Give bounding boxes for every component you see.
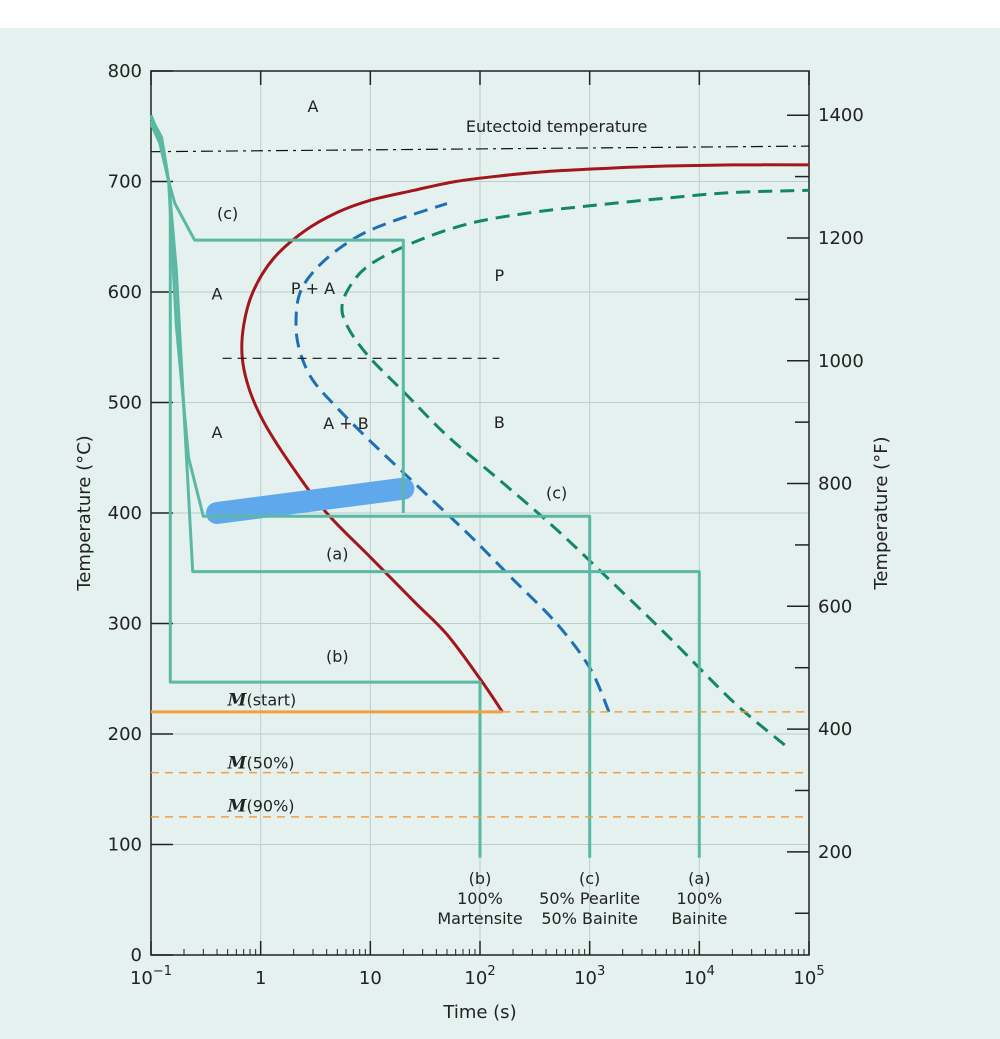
fifty-percent-curve [294, 202, 611, 713]
y-tick-label: 500 [108, 393, 142, 414]
x-tick-label: 10 [359, 968, 382, 989]
m-label: M(start) [227, 690, 297, 710]
x-tick-label: 104 [684, 964, 715, 989]
y2-axis-label: Temperature (°F) [871, 436, 892, 590]
y2-tick-label: 800 [818, 474, 852, 495]
x-tick-label: 105 [793, 964, 824, 989]
m-symbol: M [227, 753, 248, 773]
cooling-path [149, 114, 482, 858]
annotation-label: A [308, 97, 319, 116]
end-label-line: (c) [579, 869, 600, 888]
cooling-path [149, 123, 592, 858]
y-tick-label: 400 [108, 503, 142, 524]
x-tick-exponent: 3 [597, 964, 605, 979]
x-tick-label: 10−1 [130, 964, 172, 989]
annotation-label: P + A [291, 279, 335, 298]
completion-curve [340, 188, 810, 747]
x-tick-exponent: 4 [707, 964, 715, 979]
end-label-line: 50% Bainite [541, 909, 638, 928]
x-axis-label: Time (s) [442, 1002, 516, 1023]
chart-panel [0, 28, 1000, 1039]
annotation-label: A + B [323, 414, 369, 433]
m-label-text: (50%) [246, 753, 294, 772]
x-tick-label: 103 [574, 964, 605, 989]
x-tick-exponent: −1 [153, 964, 172, 979]
annotation-label: (c) [546, 484, 567, 503]
start-curve [240, 163, 810, 713]
end-label-line: Bainite [671, 909, 727, 928]
cooling-path [149, 120, 701, 858]
chart-labels: 10−1 1 10 102 103 104 105010020030040050060070… [108, 61, 864, 989]
y-tick-label: 700 [108, 172, 142, 193]
x-tick-base: 10 [464, 968, 487, 989]
x-tick-base: 1 [255, 968, 266, 989]
chart-marks [149, 114, 810, 858]
y2-tick-label: 600 [818, 596, 852, 617]
x-tick-label: 1 [255, 968, 266, 989]
annotation-label: (a) [326, 544, 348, 563]
y2-tick-label: 1400 [818, 105, 864, 126]
m-label: M(50%) [227, 753, 295, 773]
m-symbol: M [227, 796, 248, 816]
y-axis-label: Temperature (°C) [74, 435, 95, 591]
annotation-label: A [212, 285, 223, 304]
y2-tick-label: 1200 [818, 228, 864, 249]
end-label-line: (a) [688, 869, 710, 888]
y2-tick-label: 1000 [818, 351, 864, 372]
annotation-label: (b) [326, 647, 349, 666]
end-label-line: Martensite [437, 909, 522, 928]
m-label-text: (start) [246, 690, 296, 709]
x-tick-base: 10 [359, 968, 382, 989]
y-tick-label: 800 [108, 61, 142, 82]
x-tick-base: 10 [574, 968, 597, 989]
x-tick-label: 102 [464, 964, 495, 989]
m-symbol: M [227, 690, 248, 710]
x-tick-exponent: 5 [816, 964, 824, 979]
m-label: M(90%) [227, 796, 295, 816]
end-label-line: (b) [469, 869, 492, 888]
cooling-path [149, 116, 405, 513]
y-tick-label: 600 [108, 282, 142, 303]
x-tick-exponent: 2 [487, 964, 495, 979]
annotation-label: B [494, 413, 505, 432]
y-tick-label: 300 [108, 614, 142, 635]
highlight-band [206, 477, 415, 524]
x-tick-base: 10 [684, 968, 707, 989]
end-label-line: 100% [676, 889, 722, 908]
m-label-text: (90%) [246, 796, 294, 815]
eutectoid-line [150, 145, 810, 153]
annotation-label: P [494, 266, 504, 285]
y2-tick-label: 200 [818, 842, 852, 863]
annotation-label: A [212, 423, 223, 442]
end-label-line: 50% Pearlite [539, 889, 640, 908]
x-tick-base: 10 [130, 968, 153, 989]
y-tick-label: 0 [131, 945, 142, 966]
annotation-label: (c) [217, 204, 238, 223]
y-tick-label: 100 [108, 835, 142, 856]
x-tick-base: 10 [793, 968, 816, 989]
annotation-label: Eutectoid temperature [466, 117, 647, 136]
y2-tick-label: 400 [818, 719, 852, 740]
y-tick-label: 200 [108, 724, 142, 745]
end-label-line: 100% [457, 889, 503, 908]
